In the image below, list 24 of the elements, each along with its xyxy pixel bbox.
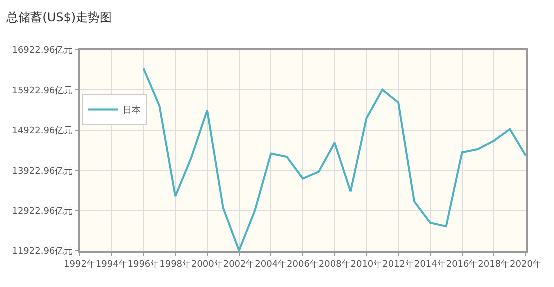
line-series [142,68,526,251]
x-tick-label: 2012年 [382,258,415,270]
x-tick-label: 1996年 [128,258,160,270]
x-tick-label: 1992年 [64,258,96,270]
y-tick-label: 16922.96亿元 [12,45,74,56]
y-tick-label: 15922.96亿元 [12,85,74,96]
x-tick-label: 2008年 [318,258,351,270]
y-tick-label: 13922.96亿元 [12,166,74,177]
x-tick-label: 2010年 [350,258,383,270]
x-tick-label: 1998年 [160,258,192,270]
y-tick-label: 14922.96亿元 [12,126,74,137]
legend-label: 日本 [123,105,142,116]
x-tick-label: 2000年 [191,258,224,270]
y-tick-label: 11922.96亿元 [12,246,74,258]
chart-title: 总储蓄(US$)走势图 [6,10,112,24]
x-tick-label: 2014年 [414,258,446,270]
x-tick-label: 1994年 [96,258,128,270]
x-tick-label: 2020年 [510,258,542,270]
y-tick-label: 12922.96亿元 [12,206,74,217]
x-tick-label: 2002年 [223,258,256,270]
x-tick-label: 2018年 [478,258,510,270]
x-tick-label: 2006年 [287,258,319,270]
x-tick-label: 2016年 [446,258,478,270]
x-tick-label: 2004年 [255,258,288,270]
